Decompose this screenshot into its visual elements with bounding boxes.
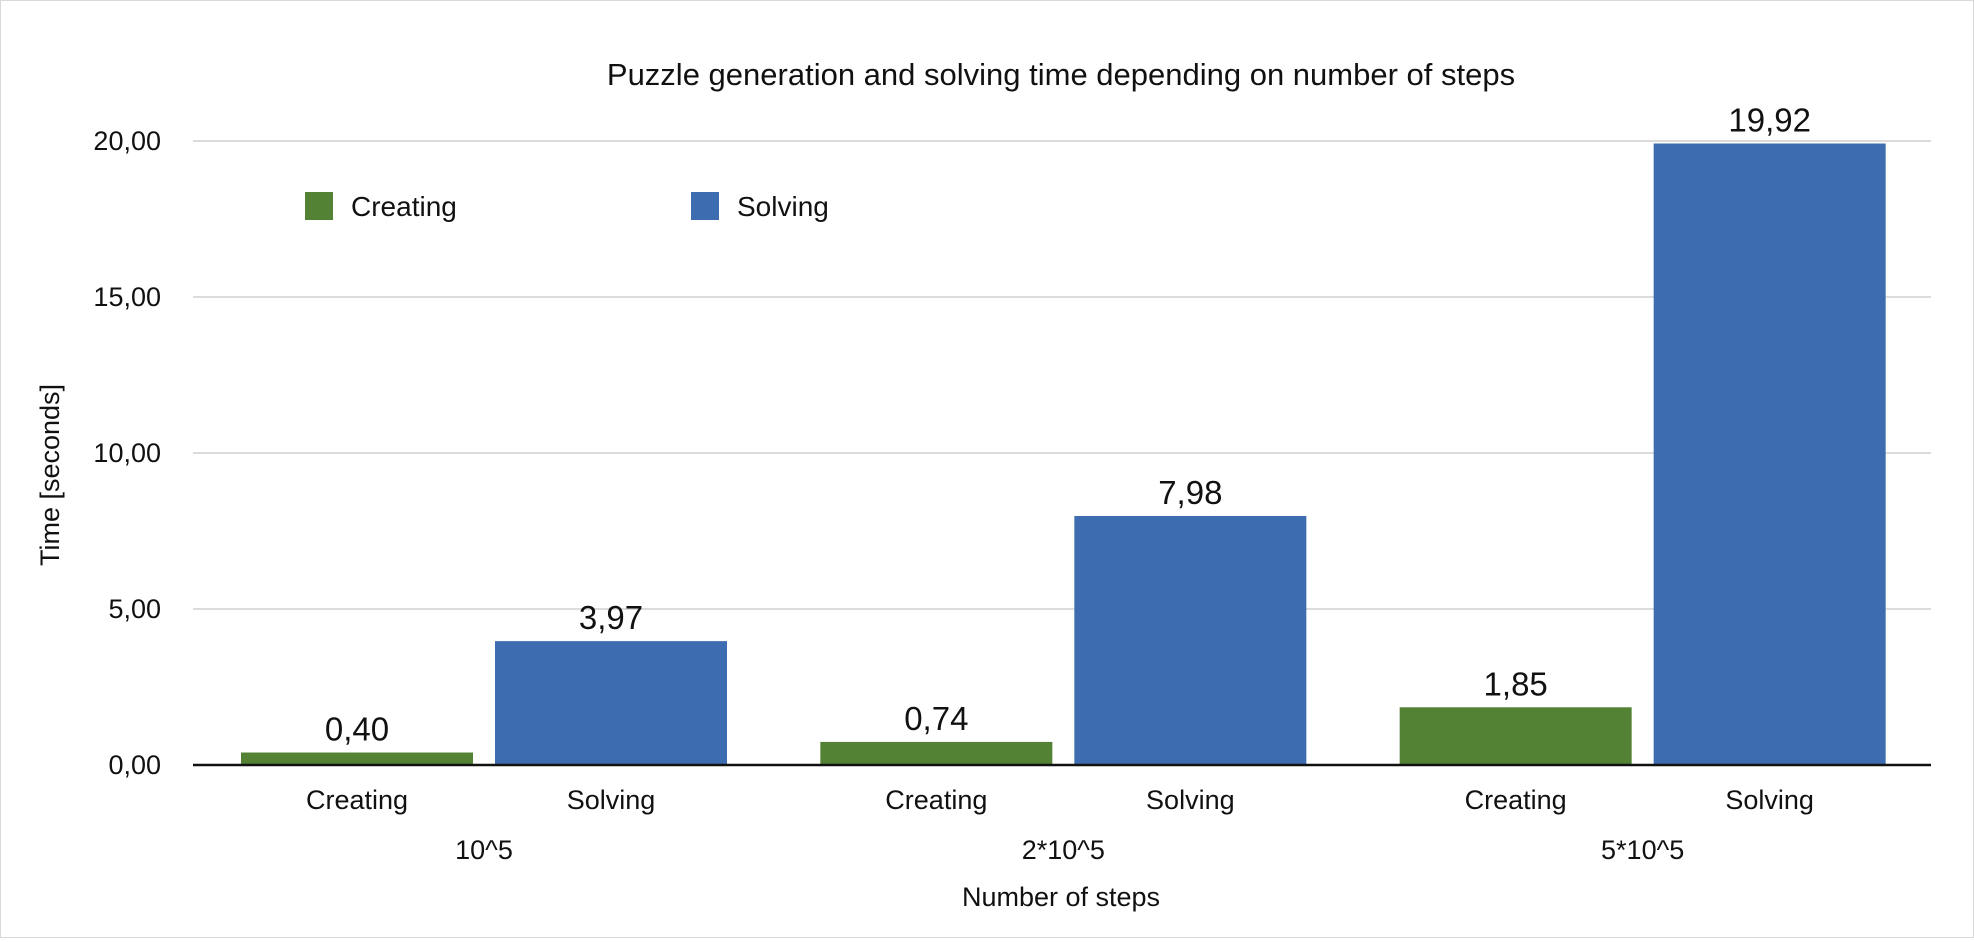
x-axis-title: Number of steps [962,882,1160,912]
bar-solving-1 [495,641,727,765]
bar-solving-2 [1074,516,1307,765]
x-axis-group-labels: 10^5 2*10^5 5*10^5 [455,835,1684,865]
x-category-label: Solving [1725,785,1814,815]
chart-title: Puzzle generation and solving time depen… [607,57,1515,92]
y-tick-label: 5,00 [108,594,161,624]
data-labels: 0,40 3,97 0,74 7,98 1,85 19,92 [325,101,1811,747]
y-tick-label: 15,00 [93,282,161,312]
data-label: 0,40 [325,711,389,748]
x-group-label: 2*10^5 [1022,835,1105,865]
x-category-label: Solving [567,785,656,815]
bar-creating-2 [820,741,1053,765]
x-category-label: Creating [885,785,987,815]
gridlines [193,140,1931,610]
x-category-label: Creating [306,785,408,815]
data-label: 19,92 [1728,101,1811,138]
x-category-label: Solving [1146,785,1235,815]
bar-creating-3 [1399,707,1632,765]
bar-creating-1 [241,752,473,765]
data-label: 0,74 [904,700,968,737]
legend: Creating Solving [305,191,829,222]
legend-swatch-creating [305,192,333,220]
y-axis-title: Time [seconds] [35,384,65,566]
bars [241,143,1886,766]
legend-swatch-solving [691,192,719,220]
data-label: 3,97 [579,599,643,636]
x-category-label: Creating [1465,785,1567,815]
x-group-label: 10^5 [455,835,513,865]
x-group-label: 5*10^5 [1601,835,1684,865]
bar-solving-3 [1653,143,1886,766]
data-label: 1,85 [1484,665,1548,702]
y-axis-ticks: 0,00 5,00 10,00 15,00 20,00 [93,126,161,780]
data-label: 7,98 [1158,474,1222,511]
y-tick-label: 0,00 [108,750,161,780]
legend-label: Creating [351,191,457,222]
x-axis-category-labels: Creating Solving Creating Solving Creating So… [306,785,1814,815]
legend-label: Solving [737,191,829,222]
y-tick-label: 20,00 [93,126,161,156]
y-tick-label: 10,00 [93,438,161,468]
